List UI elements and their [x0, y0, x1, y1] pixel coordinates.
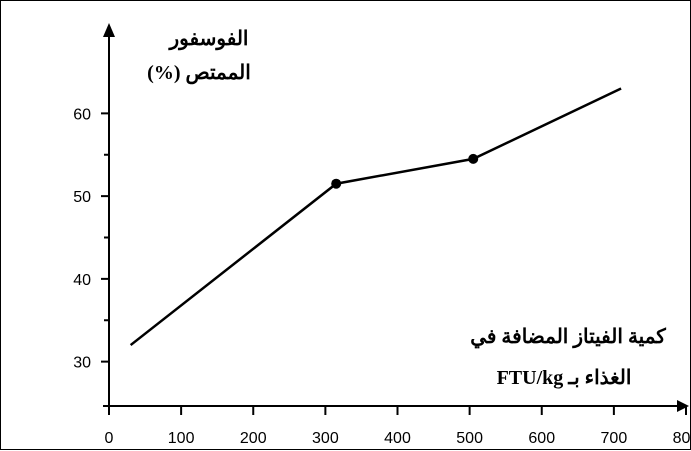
y-tick-label: 40	[73, 272, 91, 289]
y-ticks: 30 40 50 60	[73, 106, 109, 372]
x-axis-arrow	[677, 400, 689, 412]
y-tick-label: 60	[73, 106, 91, 123]
x-tick-label: 200	[240, 430, 267, 447]
x-axis-title-line1: كمية الفيتاز المضافة في	[470, 326, 666, 349]
x-tick-label: 300	[312, 430, 339, 447]
series	[129, 87, 622, 347]
y-axis-arrow	[103, 23, 115, 37]
x-axis-title-line2: الغذاء بـ FTU/kg	[497, 367, 632, 389]
y-axis-title-line2: الممتص (%)	[147, 62, 251, 85]
x-tick-label: 400	[384, 430, 411, 447]
x-tick-label: 800	[673, 430, 691, 447]
x-tick-label: 700	[601, 430, 628, 447]
y-tick-label: 50	[73, 189, 91, 206]
axes	[103, 23, 689, 413]
x-tick-label: 500	[456, 430, 483, 447]
data-point	[468, 153, 479, 164]
x-tick-label: 600	[528, 430, 555, 447]
x-tick-label: 100	[168, 430, 195, 447]
x-tick-label: 0	[105, 430, 114, 447]
x-ticks: 0 100 200 300 400 500 600 700 800	[105, 406, 691, 447]
data-point	[331, 178, 342, 189]
y-axis-title-line1: الفوسفور	[168, 28, 249, 51]
y-tick-label: 30	[73, 355, 91, 372]
series-line	[129, 87, 622, 347]
